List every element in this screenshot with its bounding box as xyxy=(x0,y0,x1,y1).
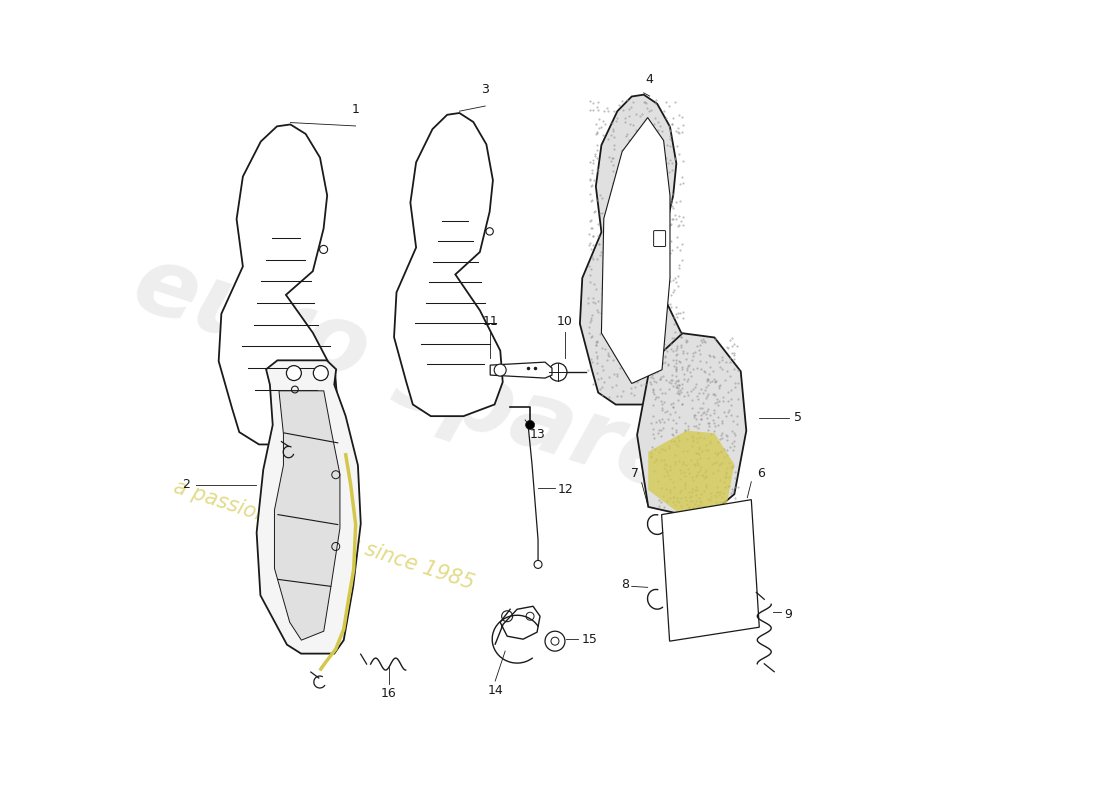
Text: 11: 11 xyxy=(482,315,498,328)
Polygon shape xyxy=(275,391,340,640)
Polygon shape xyxy=(637,334,746,513)
Text: euro: euro xyxy=(121,238,381,400)
Text: 9: 9 xyxy=(784,608,792,621)
Circle shape xyxy=(494,364,506,376)
Circle shape xyxy=(544,631,565,651)
Polygon shape xyxy=(661,500,759,641)
Text: 6: 6 xyxy=(757,466,766,480)
Polygon shape xyxy=(580,94,686,405)
Polygon shape xyxy=(648,430,735,513)
Circle shape xyxy=(535,561,542,569)
Text: spares: spares xyxy=(381,333,746,530)
Text: 8: 8 xyxy=(620,578,629,591)
Text: 16: 16 xyxy=(381,687,396,700)
Text: 10: 10 xyxy=(557,315,573,328)
Circle shape xyxy=(526,421,535,430)
Circle shape xyxy=(549,363,566,381)
Text: 12: 12 xyxy=(558,483,574,496)
Polygon shape xyxy=(602,118,670,383)
Text: 2: 2 xyxy=(183,478,190,491)
Text: 15: 15 xyxy=(582,633,597,646)
Text: a passion for parts since 1985: a passion for parts since 1985 xyxy=(172,477,477,594)
Text: 5: 5 xyxy=(794,411,802,425)
Text: 7: 7 xyxy=(630,466,639,480)
Text: 13: 13 xyxy=(530,428,546,441)
Polygon shape xyxy=(219,125,338,445)
Text: 14: 14 xyxy=(487,684,503,697)
Text: 1: 1 xyxy=(352,103,360,116)
Polygon shape xyxy=(256,360,361,654)
Circle shape xyxy=(286,366,301,381)
Text: 3: 3 xyxy=(482,83,490,96)
Text: 4: 4 xyxy=(646,73,653,86)
Polygon shape xyxy=(491,362,552,378)
Circle shape xyxy=(314,366,328,381)
Polygon shape xyxy=(394,113,503,416)
